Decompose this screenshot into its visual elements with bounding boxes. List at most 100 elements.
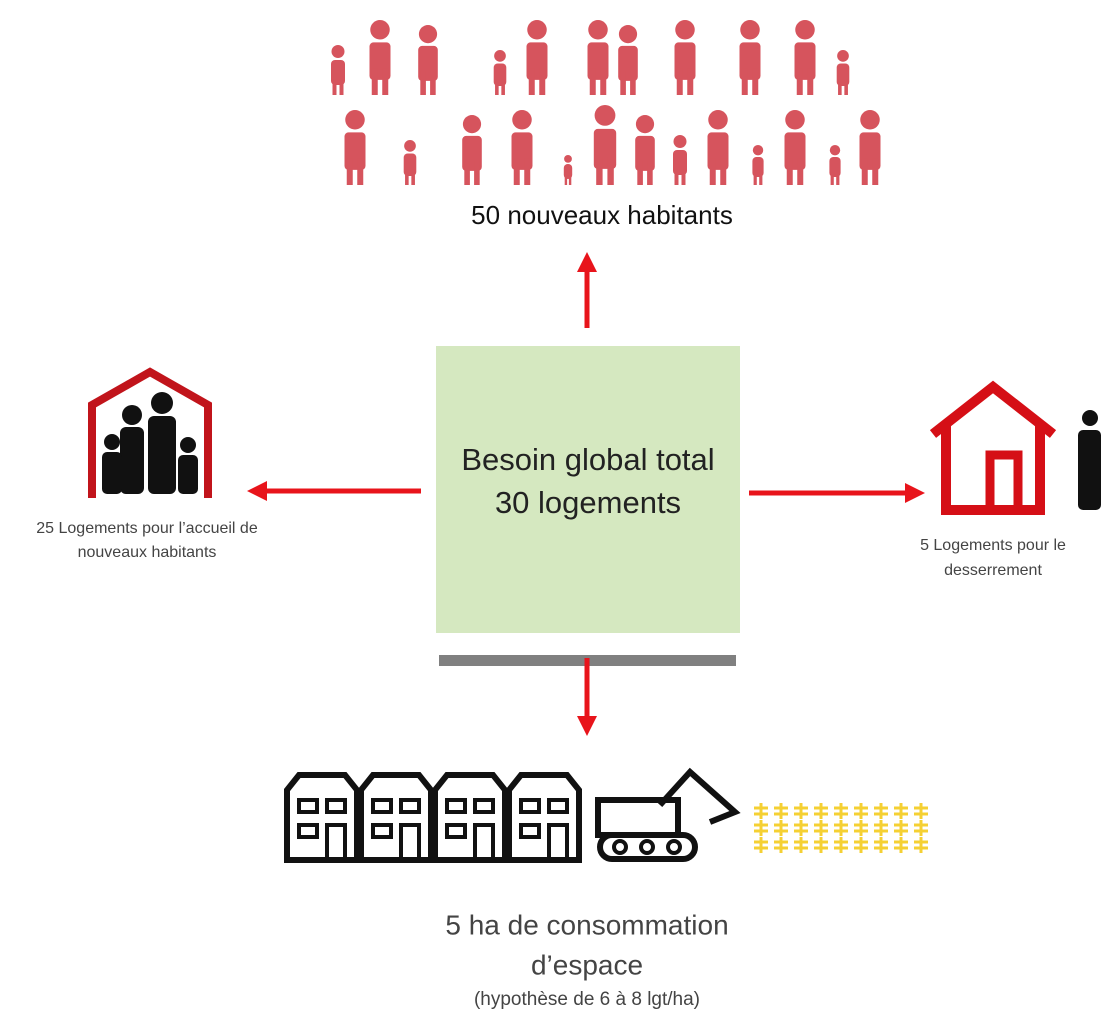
people-icons	[331, 20, 881, 185]
icon-part	[590, 69, 596, 95]
icon-part	[405, 169, 409, 185]
icon-part	[754, 171, 757, 185]
icon-part	[794, 803, 808, 819]
icon-part	[830, 145, 840, 155]
icon-part	[514, 159, 520, 185]
icon-part	[754, 837, 768, 853]
icon-part	[754, 803, 768, 819]
icon-part	[382, 69, 388, 95]
icon-part	[894, 820, 908, 836]
icon-part	[674, 135, 687, 148]
diagram: 50 nouveaux habitants Besoin global tota…	[0, 0, 1101, 1011]
icon-part	[529, 69, 535, 95]
icon-part	[512, 110, 532, 130]
icon-part	[637, 161, 643, 186]
icon-part	[327, 800, 345, 812]
icon-part	[759, 171, 762, 185]
icon-part	[797, 69, 803, 95]
icon-part	[501, 79, 505, 95]
icon-part	[600, 69, 606, 95]
icon-part	[565, 175, 567, 186]
icon-part	[430, 71, 436, 96]
icon-part	[370, 20, 390, 40]
right-label: 5 Logements pour le	[920, 537, 1066, 554]
top-label: 50 nouveaux habitants	[471, 200, 733, 230]
icon-part	[914, 820, 928, 836]
icon-part	[797, 159, 803, 185]
icon-part	[872, 159, 878, 185]
icon-part	[708, 110, 728, 130]
icon-part	[607, 157, 613, 185]
icon-part	[753, 145, 763, 155]
icon-part	[794, 820, 808, 836]
icon-part	[411, 169, 415, 185]
icon-part	[914, 803, 928, 819]
icon-part	[874, 820, 888, 836]
bottom-label: 5 ha de consommation	[445, 909, 728, 940]
icon-part	[754, 820, 768, 836]
icon-part	[521, 800, 539, 812]
icon-part	[914, 837, 928, 853]
icon-part	[373, 800, 391, 812]
icon-part	[874, 803, 888, 819]
icon-part	[687, 69, 693, 95]
land-use-icons	[287, 772, 928, 860]
icon-part	[742, 69, 748, 95]
icon-part	[814, 803, 828, 819]
page: 50 nouveaux habitants Besoin global tota…	[0, 0, 1101, 1011]
family-house-icon	[92, 372, 208, 498]
icon-part	[463, 115, 481, 133]
icon-part	[854, 803, 868, 819]
icon-part	[774, 803, 788, 819]
icon-part	[838, 79, 842, 95]
icon-part	[569, 175, 571, 186]
icon-part	[675, 168, 679, 186]
icon-part	[894, 837, 908, 853]
icon-part	[327, 825, 345, 860]
icon-part	[795, 20, 815, 40]
icon-part	[814, 820, 828, 836]
icon-part	[854, 837, 868, 853]
icon-part	[814, 837, 828, 853]
icon-part	[527, 20, 547, 40]
icon-part	[636, 115, 654, 133]
icon-part	[564, 155, 572, 163]
icon-part	[844, 79, 848, 95]
icon-part	[299, 800, 317, 812]
icon-part	[474, 161, 480, 186]
icon-part	[419, 25, 437, 43]
icon-part	[894, 803, 908, 819]
icon-part	[401, 825, 419, 860]
icon-part	[373, 825, 391, 837]
icon-part	[549, 800, 567, 812]
icon-part	[494, 50, 506, 62]
icon-part	[464, 161, 470, 186]
icon-part	[495, 79, 499, 95]
icon-part	[299, 825, 317, 837]
icon-part	[357, 159, 363, 185]
icon-part	[787, 159, 793, 185]
bottom-label: d’espace	[531, 949, 643, 980]
icon-part	[834, 820, 848, 836]
icon-part	[834, 803, 848, 819]
icon-part	[710, 159, 716, 185]
icon-part	[619, 25, 637, 43]
icon-part	[345, 110, 365, 130]
icon-part	[774, 820, 788, 836]
icon-part	[549, 825, 567, 860]
icon-part	[332, 45, 345, 58]
icon-part	[794, 837, 808, 853]
icon-part	[862, 159, 868, 185]
icon-part	[447, 825, 465, 837]
icon-part	[774, 837, 788, 853]
icon-part	[524, 159, 530, 185]
icon-part	[834, 837, 848, 853]
icon-part	[874, 837, 888, 853]
icon-part	[720, 159, 726, 185]
icon-part	[340, 78, 344, 96]
icon-part	[420, 71, 426, 96]
icon-part	[347, 159, 353, 185]
icon-part	[677, 69, 683, 95]
icon-part	[401, 800, 419, 812]
icon-part	[854, 820, 868, 836]
